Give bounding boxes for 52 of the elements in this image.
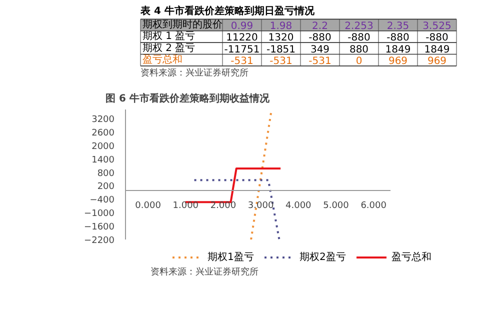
text: -1851	[266, 44, 296, 56]
text: 1320	[268, 32, 294, 44]
text: 资料来源：兴业证券研究所	[140, 67, 248, 78]
y-tick-label: 2600	[92, 128, 115, 138]
text: -531	[308, 56, 332, 68]
text: 期权到期时的股价	[142, 18, 222, 31]
y-tick-label: 800	[97, 168, 115, 179]
text: 资料来源：兴业证券研究所	[150, 266, 258, 278]
text: -11751	[224, 44, 260, 56]
text: 1849	[424, 44, 450, 56]
text: 0	[356, 56, 362, 68]
category-label: 0.99	[230, 21, 254, 32]
text: 880	[349, 44, 369, 56]
text: 1849	[385, 44, 411, 56]
x-tick-label: 6.000	[360, 201, 387, 212]
text: 969	[388, 56, 408, 68]
text: -880	[348, 32, 370, 44]
y-tick-label: 2000	[92, 142, 115, 152]
y-tick-label: 3200	[92, 114, 115, 125]
category-label: 2.2	[312, 21, 328, 32]
category-label: 2.253	[344, 21, 374, 32]
x-tick-label: 5.000	[323, 201, 350, 212]
chart-title: 图 6 牛市看跌价差策略到期收益情况	[106, 92, 270, 104]
category-label: 盈亏总和	[142, 54, 182, 66]
text: -531	[230, 56, 254, 68]
text: -880	[426, 32, 448, 44]
text: -531	[270, 56, 292, 68]
category-label: 1.98	[270, 21, 292, 32]
text: -880	[386, 32, 410, 44]
y-tick-label: −1600	[84, 222, 115, 233]
category-label: 期权 2 盈亏	[142, 42, 196, 54]
x-tick-label: 4.000	[286, 201, 312, 212]
y-tick-label: −2200	[84, 236, 115, 246]
category-label: 期权 1 盈亏	[142, 31, 196, 42]
x-tick-label: 0.000	[135, 201, 162, 212]
legend-label: 期权2盈亏	[300, 251, 346, 263]
text: 表 4 牛市看跌价差策略到期日盈亏情况	[140, 5, 316, 18]
y-tick-label: 200	[97, 182, 115, 192]
category-label: 2.35	[386, 21, 410, 32]
x-tick-label: 3.000	[248, 201, 274, 212]
text: 969	[427, 56, 447, 68]
x-tick-label: 2.000	[210, 201, 236, 212]
x-tick-label: 1.000	[172, 201, 199, 212]
y-tick-label: 1400	[92, 155, 115, 166]
text: 349	[310, 44, 330, 56]
legend-label: 盈亏总和	[392, 251, 432, 263]
legend-label: 期权1盈亏	[208, 251, 254, 263]
text: 11220	[226, 32, 258, 44]
y-tick-label: −400	[90, 196, 115, 206]
text: -880	[308, 32, 332, 44]
category-label: 3.525	[422, 21, 452, 32]
y-tick-label: −1000	[84, 209, 115, 220]
